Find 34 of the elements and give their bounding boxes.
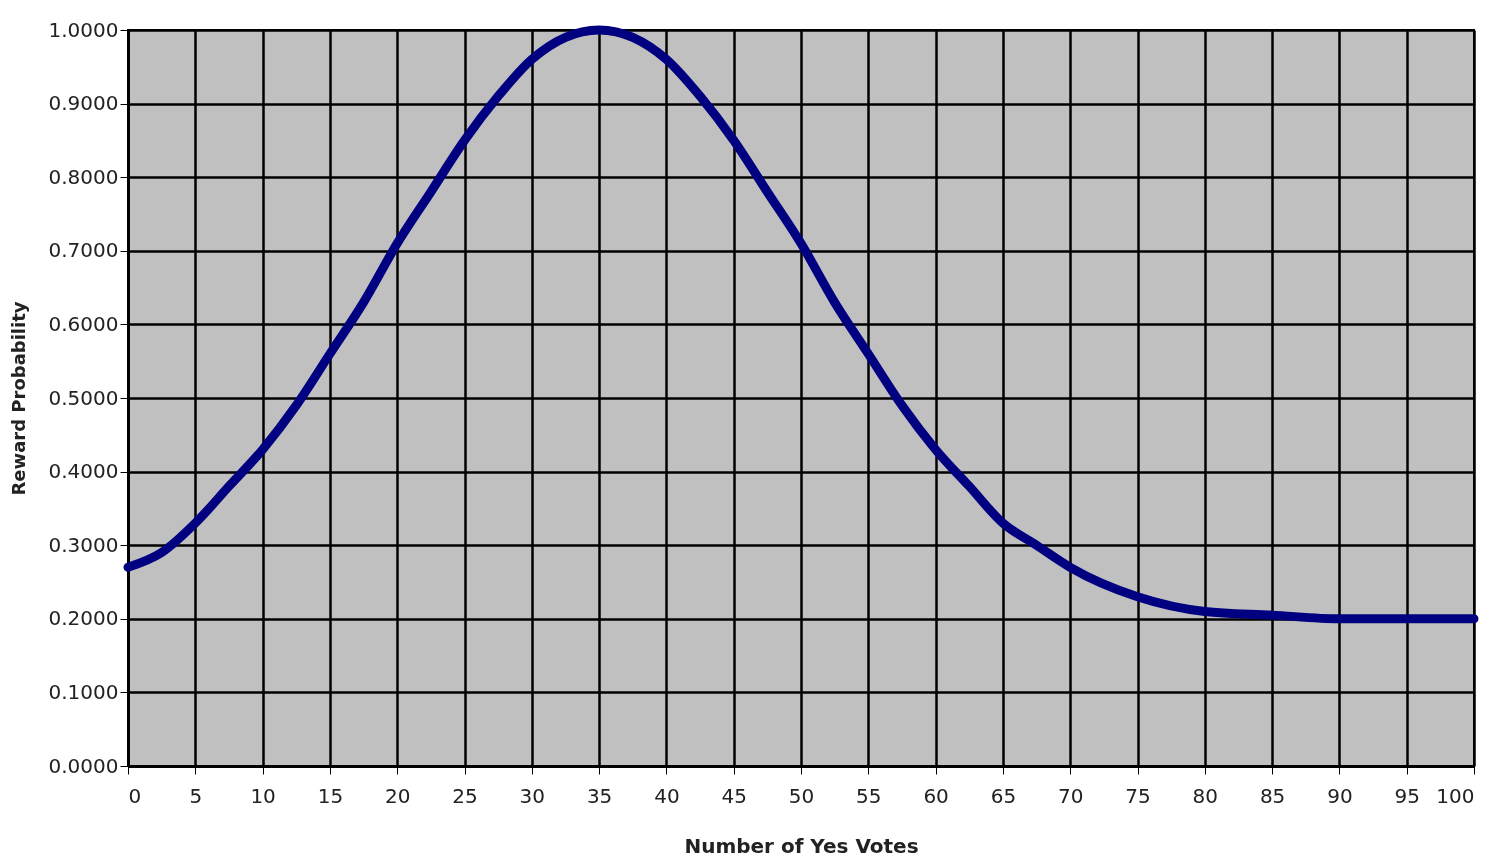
y-axis-title: Reward Probability: [7, 301, 29, 496]
x-tick-label: 85: [1259, 783, 1286, 808]
y-tick-label: 0.8000: [48, 164, 119, 189]
x-tick-label: 35: [586, 783, 613, 808]
x-tick-label: 25: [452, 783, 478, 808]
x-tick-label: 45: [721, 783, 747, 808]
x-tick-label: 75: [1125, 783, 1151, 808]
x-tick-label: 95: [1394, 783, 1420, 808]
y-tick-label: 0.7000: [48, 238, 119, 263]
x-axis-title: Number of Yes Votes: [684, 833, 919, 858]
x-tick-label: 55: [856, 783, 882, 808]
y-tick-label: 0.3000: [48, 532, 119, 557]
x-tick-label: 100: [1436, 783, 1475, 808]
y-tick-label: 0.4000: [48, 459, 119, 484]
x-tick-label: 80: [1192, 783, 1219, 808]
x-tick-label: 15: [317, 783, 344, 808]
x-tick-label: 90: [1327, 783, 1353, 808]
x-tick-label: 40: [654, 783, 680, 808]
x-tick-label: 50: [788, 783, 815, 808]
y-tick-label: 1.0000: [48, 17, 119, 42]
x-tick-label: 30: [519, 783, 546, 808]
y-tick-label: 0.1000: [48, 679, 119, 704]
x-tick-label: 65: [990, 783, 1017, 808]
y-tick-label: 0.6000: [48, 311, 119, 336]
y-tick-label: 0.5000: [48, 385, 119, 410]
y-tick-label: 0.0000: [48, 753, 119, 778]
x-tick-label: 60: [923, 783, 949, 808]
x-tick-label: 10: [250, 783, 276, 808]
x-tick-label: 0: [128, 783, 142, 808]
y-tick-label: 0.9000: [48, 91, 119, 116]
x-tick-label: 70: [1057, 783, 1084, 808]
y-tick-label: 0.2000: [48, 606, 119, 631]
x-tick-label: 20: [384, 783, 411, 808]
x-tick-label: 5: [189, 783, 203, 808]
